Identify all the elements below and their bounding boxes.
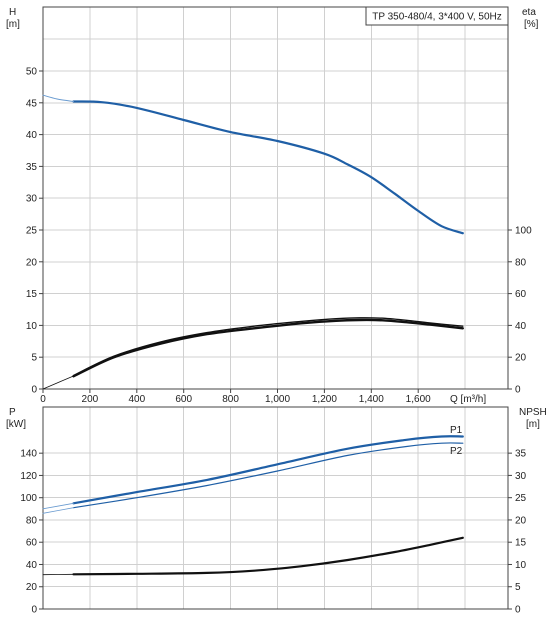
top-right-axis-unit: [%]: [524, 19, 539, 30]
bot-series-line-0: [72, 435, 464, 505]
top-left-tick-label-3: 15: [26, 289, 38, 300]
top-left-tick-label-1: 5: [31, 353, 37, 364]
top-series-line-1: [42, 94, 74, 102]
top-series-line-3: [72, 318, 464, 378]
bot-left-tick-label-5: 100: [20, 493, 37, 504]
bot-left-tick-label-7: 140: [20, 449, 37, 460]
x-tick-label-7: 1,400: [359, 394, 384, 405]
bot-left-tick-label-3: 60: [26, 538, 38, 549]
x-tick-label-8: 1,600: [406, 394, 431, 405]
power-npsh-chart: 0 20 40 60 80 100 120 140 0 5 10 15 20 25 30 35 P[kW] NPS…: [6, 406, 547, 616]
bot-right-axis-unit: [m]: [526, 419, 540, 430]
bot-left-tick-label-1: 20: [26, 582, 38, 593]
bot-right-tick-label-7: 35: [515, 449, 527, 460]
x-tick-label-4: 800: [222, 394, 239, 405]
bot-left-tick-label-2: 40: [26, 560, 38, 571]
bot-plot-frame: [42, 406, 509, 610]
top-left-tick-label-4: 20: [26, 257, 38, 268]
top-left-tick-label-6: 30: [26, 194, 38, 205]
x-tick-label-3: 600: [175, 394, 192, 405]
x-tick-label-0: 0: [40, 394, 46, 405]
chart-title-box: [365, 6, 509, 26]
x-tick-label-6: 1,200: [312, 394, 337, 405]
top-left-axis-name: H: [9, 7, 16, 18]
bot-series-line-1: [72, 442, 464, 509]
top-right-tick-label-0: 0: [515, 385, 521, 396]
bot-left-tick-label-4: 80: [26, 515, 38, 526]
top-left-tick-label-2: 10: [26, 321, 38, 332]
bot-right-tick-label-6: 30: [515, 471, 527, 482]
x-tick-label-2: 400: [128, 394, 145, 405]
top-right-tick-label-4: 80: [515, 257, 527, 268]
top-left-tick-label-7: 35: [26, 162, 38, 173]
top-series-line-0: [72, 100, 464, 235]
top-left-tick-label-0: 0: [31, 385, 37, 396]
bot-series-line-3: [42, 507, 74, 514]
top-left-tick-label-5: 25: [26, 226, 38, 237]
x-tick-label-5: 1,000: [265, 394, 290, 405]
legend-label-p1: P1: [450, 425, 463, 436]
top-left-axis-unit: [m]: [6, 19, 20, 30]
legend-label-p2: P2: [450, 446, 463, 457]
x-tick-label-1: 200: [82, 394, 99, 405]
top-left-tick-label-10: 50: [26, 67, 38, 78]
bot-left-tick-label-6: 120: [20, 471, 37, 482]
top-right-tick-label-3: 60: [515, 289, 527, 300]
chart-title: TP 350-480/4, 3*400 V, 50Hz: [372, 12, 502, 23]
bot-series-line-2: [42, 502, 74, 510]
top-left-tick-label-8: 40: [26, 130, 38, 141]
top-right-tick-label-2: 40: [515, 321, 527, 332]
top-series-line-4: [42, 375, 74, 390]
top-right-tick-label-1: 20: [515, 353, 527, 364]
top-right-tick-label-5: 100: [515, 226, 532, 237]
top-series-line-2: [72, 317, 464, 377]
bot-left-axis-name: P: [9, 407, 16, 418]
bot-right-tick-label-5: 25: [515, 493, 527, 504]
top-right-axis-name: eta: [522, 7, 536, 18]
x-axis-label: Q [m³/h]: [450, 394, 486, 405]
bot-left-axis-unit: [kW]: [6, 419, 26, 430]
bot-right-tick-label-4: 20: [515, 515, 527, 526]
bot-right-tick-label-0: 0: [515, 605, 521, 616]
bot-series-line-4: [72, 536, 464, 576]
bot-right-axis-name: NPSH: [519, 407, 547, 418]
bot-right-tick-label-2: 10: [515, 560, 527, 571]
bot-left-tick-label-0: 0: [31, 605, 37, 616]
top-left-tick-label-9: 45: [26, 98, 38, 109]
head-efficiency-chart: 0 5 10 15 20 25 30 35 40 45 50 0 20 40 60 80 100 H[m] eta[…: [6, 6, 539, 405]
bot-right-tick-label-1: 5: [515, 582, 521, 593]
bot-right-tick-label-3: 15: [515, 538, 527, 549]
